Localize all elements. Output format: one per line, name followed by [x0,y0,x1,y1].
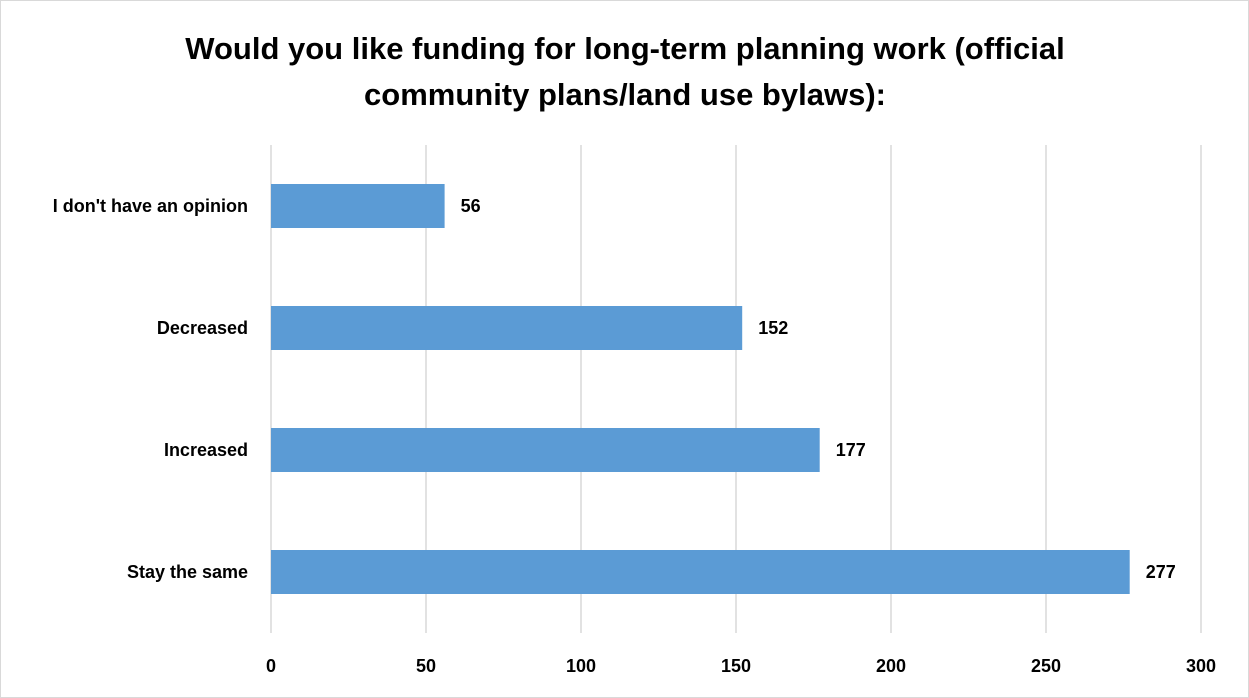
bars [271,184,1130,594]
data-label: 152 [758,318,788,338]
x-tick-label: 0 [266,656,276,676]
x-tick-label: 50 [416,656,436,676]
x-tick-label: 150 [721,656,751,676]
chart-title-line-2: community plans/land use bylaws): [364,77,886,112]
data-label: 177 [836,440,866,460]
category-label: I don't have an opinion [53,196,248,216]
x-tick-label: 200 [876,656,906,676]
x-axis-tick-labels: 0 50 100 150 200 250 300 [266,656,1216,676]
data-label: 277 [1146,562,1176,582]
bar [271,306,743,350]
category-labels: I don't have an opinion Decreased Increase… [53,196,248,582]
category-label: Increased [164,440,248,460]
data-labels: 56 152 177 277 [461,196,1176,582]
category-label: Stay the same [127,562,248,582]
chart-title-line-1: Would you like funding for long-term pla… [185,31,1065,66]
bar [271,184,445,228]
x-tick-label: 300 [1186,656,1216,676]
category-label: Decreased [157,318,248,338]
x-tick-label: 100 [566,656,596,676]
bar [271,428,820,472]
bar [271,550,1130,594]
data-label: 56 [461,196,481,216]
chart-title: Would you like funding for long-term pla… [100,26,1150,118]
x-tick-label: 250 [1031,656,1061,676]
